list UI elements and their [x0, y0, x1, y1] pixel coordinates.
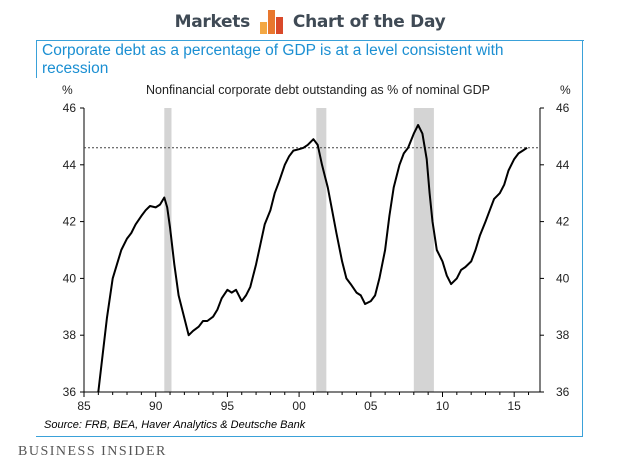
- x-tick-label: 10: [436, 399, 450, 413]
- chart-headline: Corporate debt as a percentage of GDP is…: [42, 42, 504, 77]
- y-tick-label-left: 38: [63, 328, 77, 342]
- y-tick-label-right: 42: [556, 215, 570, 229]
- y-tick-label-right: 40: [556, 271, 570, 285]
- frame-right-rule: [582, 40, 583, 436]
- frame-bottom-rule: [36, 436, 583, 437]
- recession-bar-3: [413, 108, 434, 392]
- source-note: Source: FRB, BEA, Haver Analytics & Deut…: [44, 419, 306, 431]
- y-tick-label-left: 42: [63, 215, 77, 229]
- series-line: [97, 124, 528, 393]
- y-tick-label-right: 36: [556, 385, 570, 399]
- y-tick-label-left: 44: [63, 158, 77, 172]
- bar-chart-logo-icon: [259, 10, 283, 34]
- header-markets-label: Markets: [174, 12, 251, 32]
- x-tick-label: 85: [77, 399, 91, 413]
- y-tick-label-left: 36: [63, 385, 77, 399]
- y-tick-label-right: 38: [556, 328, 570, 342]
- business-insider-logo: BUSINESS INSIDER: [18, 444, 167, 459]
- x-tick-label: 95: [221, 399, 235, 413]
- x-tick-label: 15: [508, 399, 522, 413]
- top-rule: [36, 40, 584, 41]
- x-tick-label: 90: [149, 399, 163, 413]
- x-tick-label: 05: [364, 399, 378, 413]
- y-tick-label-left: 46: [63, 101, 77, 115]
- y-axis-unit-right: %: [560, 83, 571, 97]
- chart-title: Nonfinancial corporate debt outstanding …: [146, 83, 490, 97]
- recession-bar-1: [164, 108, 172, 392]
- y-tick-label-left: 40: [63, 271, 77, 285]
- recession-bar-2: [316, 108, 327, 392]
- y-axis-unit-left: %: [62, 83, 73, 97]
- frame-left-rule: [36, 40, 37, 78]
- x-tick-label: 00: [292, 399, 306, 413]
- header-chart-of-day-label: Chart of the Day: [292, 12, 446, 32]
- y-tick-label-right: 46: [556, 101, 570, 115]
- y-tick-label-right: 44: [556, 158, 570, 172]
- chart-header: Markets Chart of the Day: [0, 6, 620, 38]
